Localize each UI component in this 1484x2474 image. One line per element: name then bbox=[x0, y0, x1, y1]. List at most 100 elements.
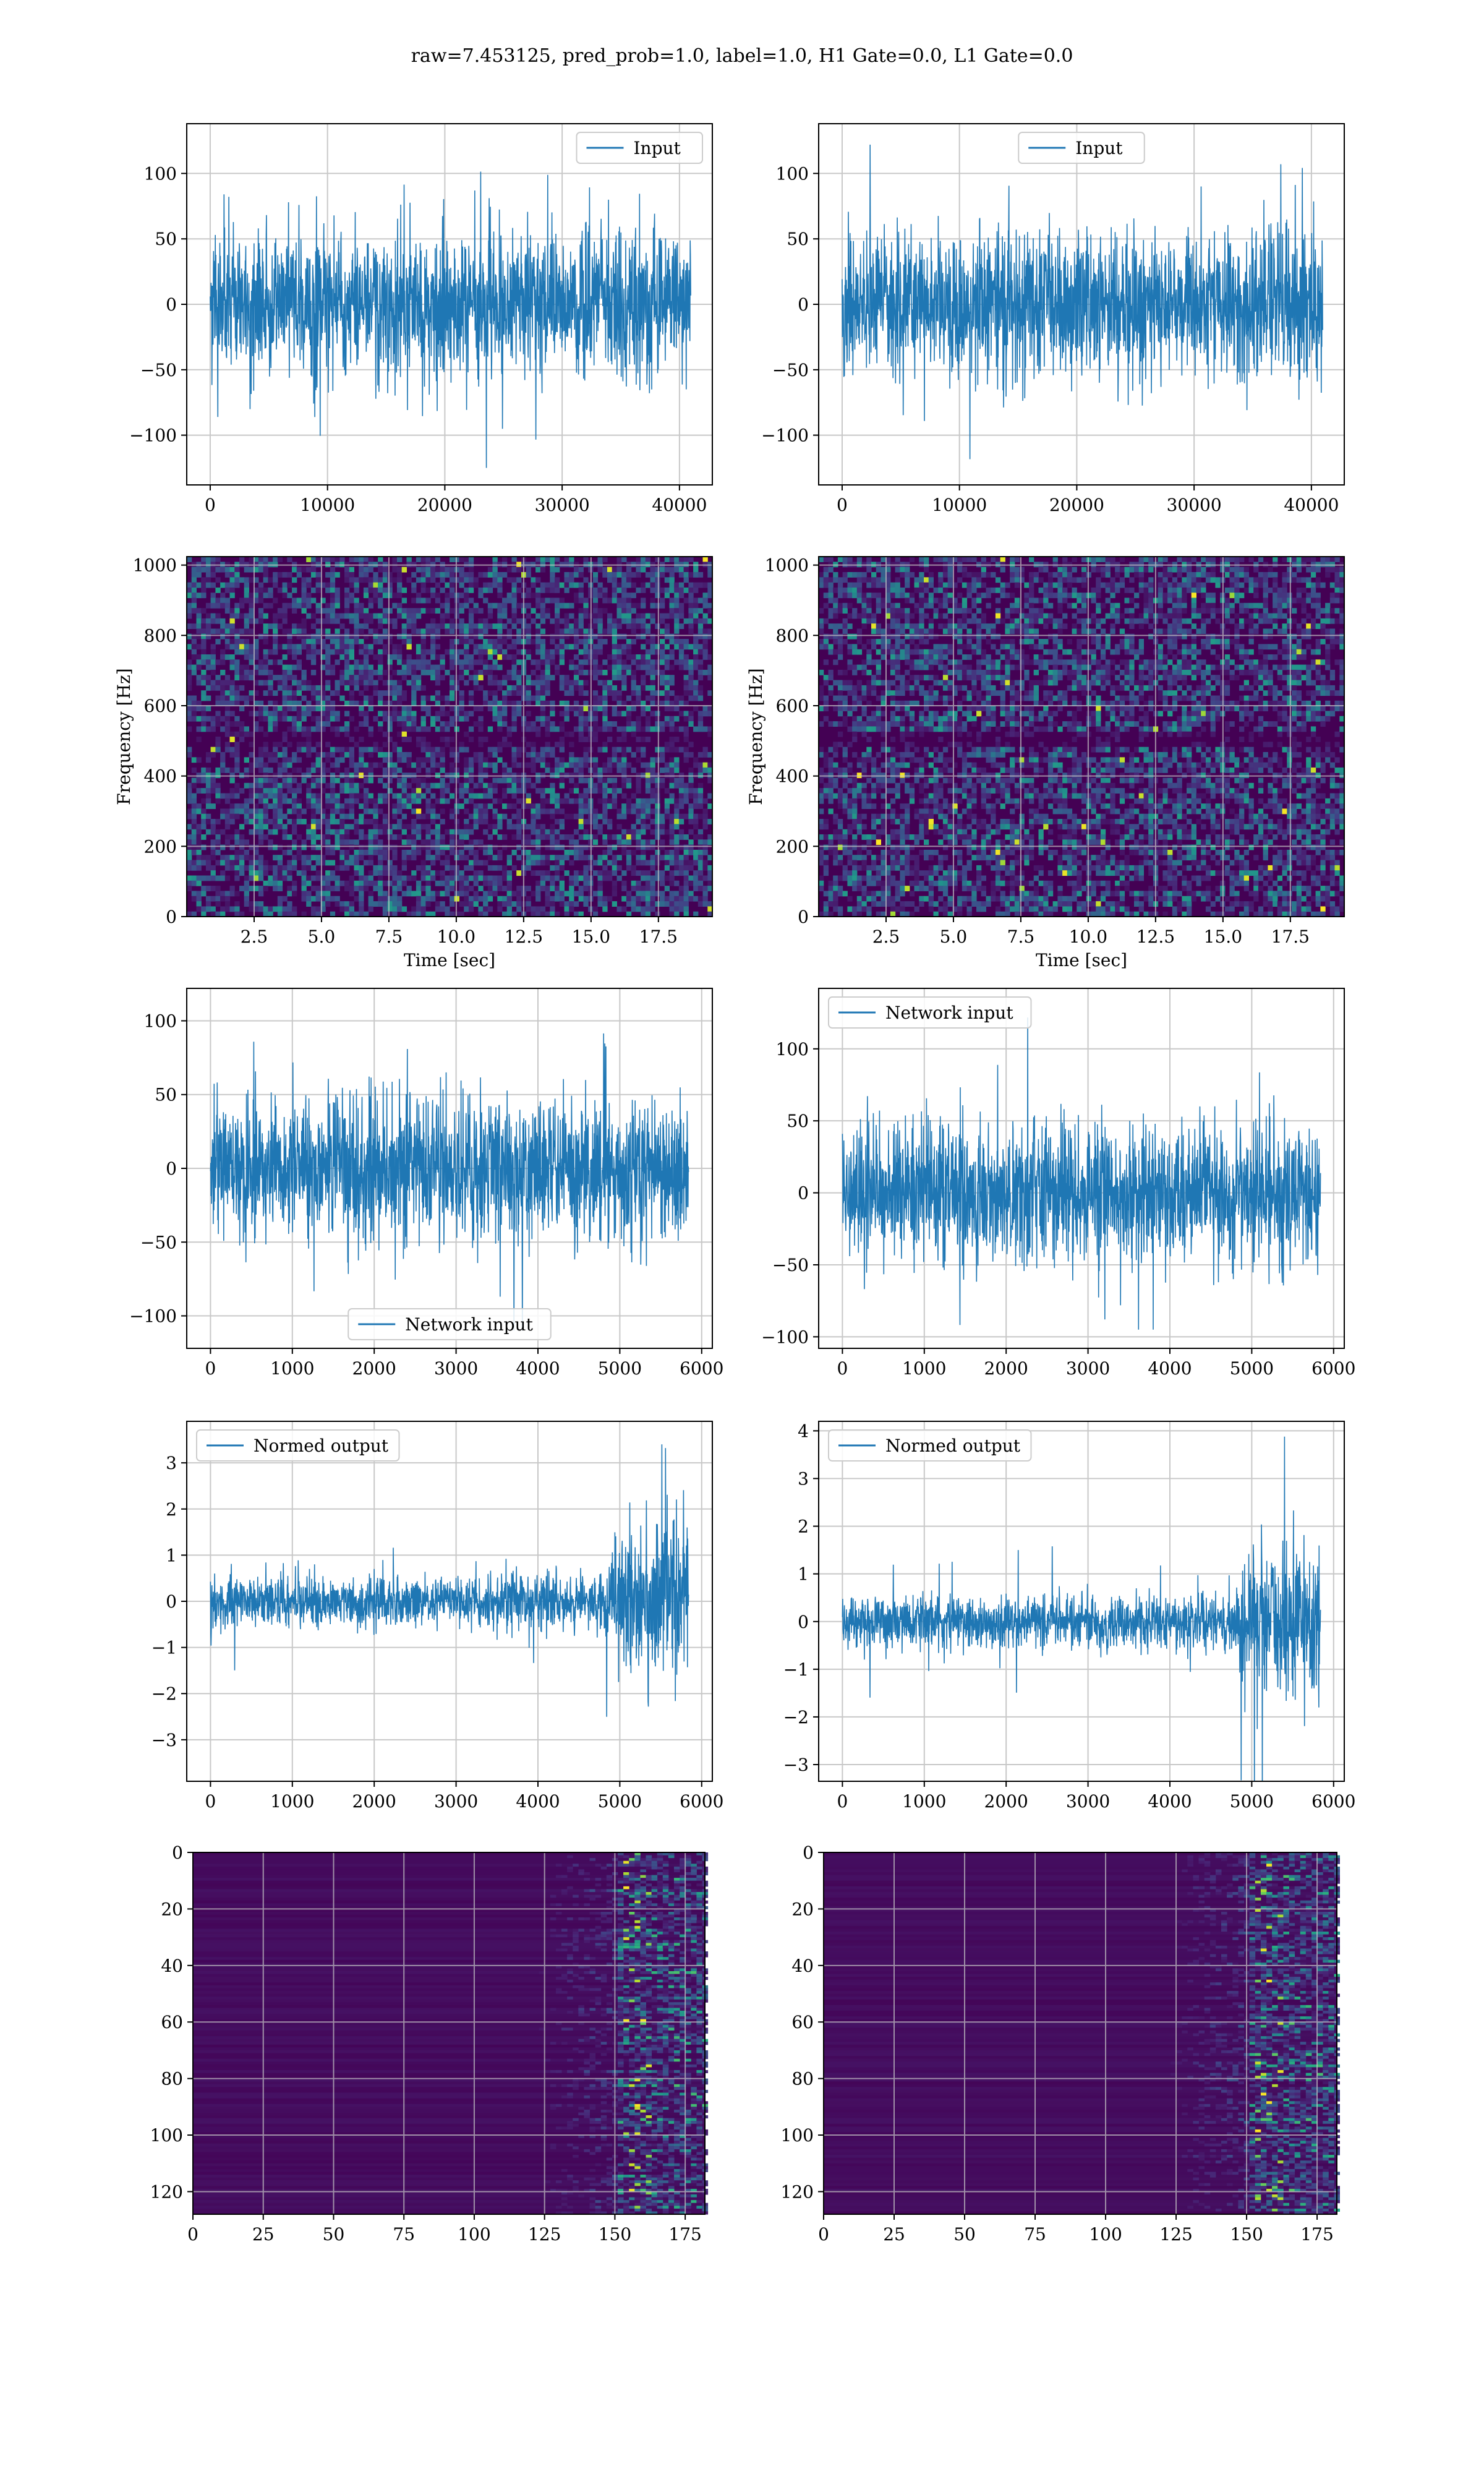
panel-feature-map-l1: 0 25 50 75 100 125 150 175 0 20 40 60 80 100 120 bbox=[781, 1843, 1340, 2245]
legend-label: Normed output bbox=[885, 1436, 1021, 1456]
y-tick-label: 200 bbox=[144, 836, 177, 857]
y-tick-label: 0 bbox=[798, 1612, 809, 1632]
legend-box bbox=[828, 996, 1032, 1029]
x-tick-label: 20000 bbox=[1049, 495, 1104, 515]
x-tick-label: 150 bbox=[599, 2224, 631, 2245]
x-tick-label: 5.0 bbox=[308, 927, 336, 947]
x-tick-label: 10000 bbox=[300, 495, 355, 515]
x-tick-label: 15.0 bbox=[572, 927, 610, 947]
y-tick-label: 600 bbox=[776, 696, 809, 716]
y-axis-label: Frequency [Hz] bbox=[114, 668, 134, 805]
legend-box bbox=[828, 1429, 1032, 1462]
x-tick-label: 12.5 bbox=[1136, 927, 1175, 947]
legend: Input bbox=[1018, 132, 1145, 164]
x-tick-label: 3000 bbox=[1066, 1791, 1110, 1812]
y-tick-label: 50 bbox=[155, 1085, 177, 1105]
x-tick-label: 0 bbox=[818, 2224, 829, 2245]
x-tick-label: 17.5 bbox=[639, 927, 678, 947]
y-tick-label: 100 bbox=[144, 163, 177, 184]
y-tick-label: 1 bbox=[166, 1545, 177, 1565]
x-tick-label: 50 bbox=[323, 2224, 345, 2245]
y-tick-label: 400 bbox=[776, 766, 809, 787]
axes-frame bbox=[186, 556, 713, 917]
y-tick-label: 100 bbox=[150, 2125, 183, 2146]
x-tick-label: 15.0 bbox=[1204, 927, 1242, 947]
x-tick-label: 3000 bbox=[434, 1358, 478, 1379]
x-tick-label: 4000 bbox=[1148, 1358, 1192, 1379]
legend: Network input bbox=[348, 1308, 552, 1340]
x-tick-label: 100 bbox=[1089, 2224, 1122, 2245]
x-tick-label: 2.5 bbox=[872, 927, 900, 947]
x-tick-label: 1000 bbox=[902, 1791, 946, 1812]
series-line bbox=[210, 1444, 689, 1717]
legend-box bbox=[576, 132, 703, 164]
x-tick-label: 7.5 bbox=[375, 927, 403, 947]
x-tick-label: 1000 bbox=[270, 1358, 314, 1379]
legend: Normed output bbox=[196, 1429, 400, 1462]
x-tick-label: 0 bbox=[205, 1358, 216, 1379]
panel-normed-output-h1: 0 1000 2000 3000 4000 5000 6000 −3 −2 −1 0 1 2 3 Norme… bbox=[151, 1421, 723, 1812]
x-tick-label: 30000 bbox=[535, 495, 590, 515]
x-tick-label: 0 bbox=[187, 2224, 198, 2245]
y-tick-label: 60 bbox=[791, 2012, 814, 2032]
legend: Network input bbox=[828, 996, 1032, 1029]
y-tick-label: −3 bbox=[783, 1755, 809, 1775]
heatmap-cells bbox=[193, 1852, 709, 2215]
y-tick-label: 1000 bbox=[765, 555, 809, 576]
x-tick-label: 12.5 bbox=[505, 927, 543, 947]
legend: Input bbox=[576, 132, 703, 164]
x-tick-label: 17.5 bbox=[1271, 927, 1310, 947]
y-tick-label: 0 bbox=[798, 907, 809, 927]
y-tick-label: −1 bbox=[783, 1659, 809, 1680]
x-axis-label: Time [sec] bbox=[404, 950, 495, 970]
x-tick-label: 175 bbox=[668, 2224, 701, 2245]
y-tick-label: 120 bbox=[781, 2181, 814, 2202]
x-tick-label: 1000 bbox=[902, 1358, 946, 1379]
x-tick-label: 175 bbox=[1300, 2224, 1333, 2245]
x-tick-label: 5000 bbox=[1230, 1358, 1274, 1379]
panel-network-input-l1: 0 1000 2000 3000 4000 5000 6000 −100 −50 0 50 100 Ne… bbox=[761, 988, 1355, 1379]
heatmap-cells bbox=[819, 557, 1345, 917]
y-tick-label: 0 bbox=[803, 1843, 814, 1863]
y-tick-label: −100 bbox=[129, 1306, 177, 1327]
y-tick-label: 2 bbox=[166, 1499, 177, 1520]
x-tick-label: 40000 bbox=[1284, 495, 1339, 515]
panel-spectrogram-h1: 2.5 5.0 7.5 10.0 12.5 15.0 17.5 0 200 400 600 800 10… bbox=[114, 555, 713, 970]
y-tick-label: 3 bbox=[798, 1469, 809, 1489]
y-tick-label: −50 bbox=[140, 360, 177, 380]
y-tick-label: 1 bbox=[798, 1564, 809, 1585]
y-tick-label: 80 bbox=[791, 2069, 814, 2089]
x-tick-label: 4000 bbox=[516, 1358, 560, 1379]
series-line bbox=[210, 1033, 689, 1331]
y-tick-label: 20 bbox=[161, 1899, 183, 1919]
x-tick-label: 20000 bbox=[417, 495, 472, 515]
panel-network-input-h1: 0 1000 2000 3000 4000 5000 6000 −100 −50 0 50 100 Ne… bbox=[129, 988, 723, 1379]
x-tick-label: 5000 bbox=[598, 1358, 642, 1379]
heatmap-cells bbox=[187, 557, 713, 917]
axes-frame bbox=[192, 1852, 706, 2215]
x-tick-label: 150 bbox=[1230, 2224, 1263, 2245]
x-tick-label: 0 bbox=[837, 495, 848, 515]
y-tick-label: −100 bbox=[129, 426, 177, 446]
series-line bbox=[842, 144, 1323, 460]
y-tick-label: −2 bbox=[783, 1707, 809, 1727]
y-tick-label: 20 bbox=[791, 1899, 814, 1919]
x-tick-label: 6000 bbox=[1311, 1791, 1355, 1812]
x-tick-label: 1000 bbox=[270, 1791, 314, 1812]
y-tick-label: 600 bbox=[144, 696, 177, 716]
y-tick-label: 400 bbox=[144, 766, 177, 787]
x-tick-label: 0 bbox=[205, 1791, 216, 1812]
axes-frame bbox=[823, 1852, 1337, 2215]
y-tick-label: 0 bbox=[798, 1183, 809, 1204]
y-tick-label: −1 bbox=[151, 1638, 177, 1658]
axes-frame bbox=[818, 988, 1345, 1349]
panel-feature-map-h1: 0 25 50 75 100 125 150 175 0 20 40 60 80 100 120 bbox=[150, 1843, 709, 2245]
figure-title: raw=7.453125, pred_prob=1.0, label=1.0, … bbox=[411, 45, 1073, 67]
x-tick-label: 10.0 bbox=[437, 927, 475, 947]
y-tick-label: 0 bbox=[798, 294, 809, 315]
x-tick-label: 125 bbox=[528, 2224, 561, 2245]
y-tick-label: 100 bbox=[776, 1039, 809, 1059]
x-tick-label: 2000 bbox=[352, 1358, 396, 1379]
x-tick-label: 25 bbox=[883, 2224, 905, 2245]
